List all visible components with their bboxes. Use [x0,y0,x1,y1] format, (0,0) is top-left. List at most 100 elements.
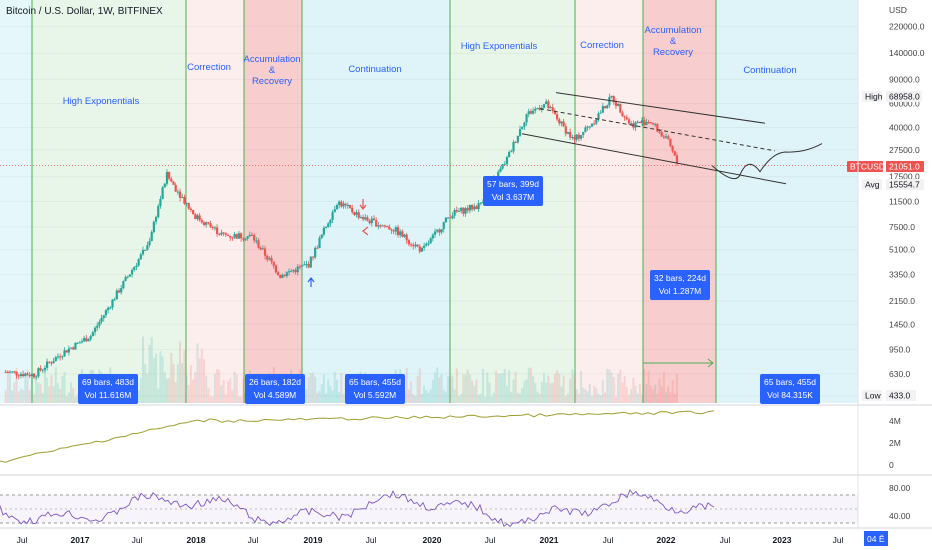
candle-body [115,290,118,300]
volume-bar [416,376,419,403]
volume-bar [490,396,493,403]
candle-body [468,204,472,211]
volume-bar [46,377,49,403]
candle-body [449,217,452,219]
volume-bar [460,393,463,403]
zone-label-3: Accumulation & Recovery [243,54,300,87]
candle-body [303,264,306,266]
candles [4,93,679,380]
candle-body [505,157,509,165]
candle-body [183,196,186,204]
candle-body [78,342,81,344]
volume-bar [636,393,639,403]
candle-body [577,134,580,139]
badge-avg-value-bg [886,179,924,190]
candle-body [549,107,552,109]
candle-body [667,136,670,139]
candle-body [159,198,162,207]
candle-body [366,217,369,221]
volume-bar [181,363,184,403]
candle-body [525,114,528,123]
candle-body [32,373,36,378]
zone-2 [186,0,244,403]
candle-body [126,276,129,278]
volume-bar [540,382,543,403]
candle-body [497,171,500,179]
candle-body [532,110,535,114]
volume-bar [216,369,219,403]
candle-body [15,371,18,376]
zone-label-7: Accumulation & Recovery [644,25,701,58]
measure-box-vol: Vol 5.592M [353,390,397,400]
candle-body [372,218,376,221]
measure-box-vol: Vol 11.616M [84,390,132,400]
candle-body [418,246,421,252]
zone-label-6: Correction [580,40,624,51]
volume-bar [209,396,212,403]
projection-path [711,143,823,180]
volume-bar [59,389,62,403]
candle-body [536,107,539,109]
candle-body [429,238,432,244]
candle-body [130,270,134,275]
candle-body [283,274,286,277]
volume-bar [322,374,325,403]
candle-body [102,315,105,318]
candle-body [107,307,110,311]
candle-body [274,265,278,273]
candle-body [181,196,184,198]
candle-body [311,256,315,258]
time-tick-6: Jul [366,535,377,545]
volume-bar [174,382,177,403]
volume-bar [222,379,225,403]
volume-bar [497,373,500,403]
arrow-up-icon [307,277,315,287]
candle-body [603,106,607,109]
volume-bar [669,392,672,403]
volume-bar [479,393,482,403]
candle-body [35,376,38,378]
volume-bar [558,373,561,403]
candle-body [320,234,323,239]
candle-body [407,240,410,245]
volume-bar [442,389,445,403]
volume-bar [318,390,321,403]
candle-body [135,265,138,267]
candle-body [192,210,195,215]
volume-bar [189,365,192,403]
volume-bar [410,381,413,403]
candle-body [466,208,469,211]
candle-body [309,256,312,268]
volume-bar [35,377,38,403]
volume-bar [17,391,20,403]
volume-bar [473,386,476,403]
volume-bar [610,372,613,403]
volume-bar [512,379,515,403]
candle-body [87,339,90,342]
volume-bar [407,389,410,403]
candle-body [54,357,57,362]
volume-bar [74,396,77,403]
rsi-band [0,495,858,523]
zone-label-1: High Exponentials [63,96,140,107]
candle-body [39,368,42,371]
candle-body [401,231,404,237]
volume-bar [449,376,452,403]
candle-body [385,226,389,228]
candle-body [355,212,358,215]
volume-bar [50,374,53,403]
volume-bar [649,385,652,403]
candle-body [399,231,402,236]
candle-body [329,219,332,224]
badge-low-value-bg [886,390,916,401]
measure-box-bars: 57 bars, 399d [487,179,539,189]
volume-bar [24,373,27,403]
candle-body [664,136,668,138]
candle-body [248,234,251,237]
candle-body [76,342,79,344]
volume-bar [501,373,504,403]
volume-bar [235,374,238,403]
volume-bar [451,375,454,403]
candle-body [423,245,426,248]
